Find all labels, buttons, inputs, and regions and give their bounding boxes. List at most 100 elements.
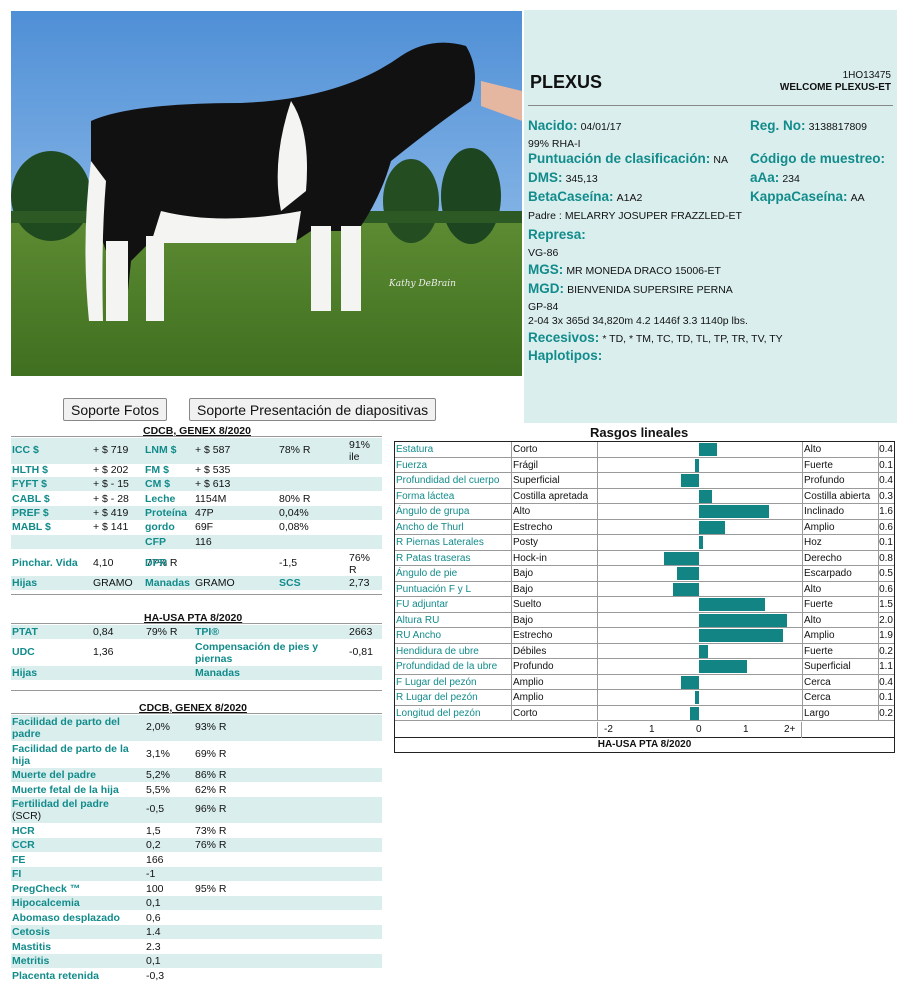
represa-label: Represa: xyxy=(528,227,586,242)
metric-label: FM $ xyxy=(145,464,169,476)
trait-name: FU adjuntar xyxy=(396,599,449,610)
trait-bar xyxy=(699,489,713,503)
linear-traits-chart: Estatura Corto Alto 0.4 Fuerza Frágil Fuerte 0.… xyxy=(394,441,895,753)
trait-value: 0.2 xyxy=(878,705,893,720)
metric-label: CFP xyxy=(145,536,166,548)
metric-value: 1154M xyxy=(195,493,227,505)
photos-button[interactable]: Soporte Fotos xyxy=(63,398,167,421)
metric-extra: 0,08% xyxy=(279,521,309,533)
linear-trait-row: Puntuación F y L Bajo Alto 0.6 xyxy=(395,581,894,597)
linear-trait-row: Profundidad de la ubre Profundo Superficia… xyxy=(395,659,894,675)
trait-high-label: Amplio xyxy=(802,628,878,643)
divider xyxy=(11,713,382,714)
aaa-label: aAa: xyxy=(750,170,780,185)
metric-label: FE xyxy=(12,853,26,866)
trait-name: Ancho de Thurl xyxy=(396,521,464,533)
slideshow-button[interactable]: Soporte Presentación de diapositivas xyxy=(189,398,437,421)
trait-high-label: Alto xyxy=(802,612,878,627)
metric-reliability: 73% R xyxy=(195,824,227,837)
beta-label: BetaCaseína: xyxy=(528,189,614,204)
trait-value: 0.4 xyxy=(878,674,893,689)
linear-traits-title: Rasgos lineales xyxy=(590,425,689,440)
mgd-score: GP-84 xyxy=(528,301,559,313)
reg-value: 3138817809 xyxy=(808,121,867,133)
table-row: HCR 1,5 73% R xyxy=(11,824,382,838)
linear-trait-row: RU Ancho Estrecho Amplio 1.9 xyxy=(395,628,894,644)
metric-percentile: 2,73 xyxy=(349,577,370,589)
trait-low-label: Corto xyxy=(511,705,597,720)
table-row: Pinchar. Vida 4,10 77% R DPR -1,5 76% R xyxy=(11,551,382,576)
trait-low-label: Alto xyxy=(511,504,597,519)
metric-value: 0,1 xyxy=(146,955,161,967)
trait-bar xyxy=(699,505,770,518)
linear-traits-axis: -2 1 0 1 2+ xyxy=(395,722,894,738)
reg-label: Reg. No: xyxy=(750,118,806,133)
axis-tick: -2 xyxy=(604,724,613,735)
table-row: CCR 0,2 76% R xyxy=(11,838,382,852)
trait-bar xyxy=(672,582,699,596)
metric-label: Manadas xyxy=(145,577,190,589)
table-row: Muerte del padre 5,2% 86% R xyxy=(11,768,382,782)
metric-label: PREF $ xyxy=(12,507,49,519)
metric-reliability: 86% R xyxy=(195,769,227,781)
table-row: Facilidad de parto del padre 2,0% 93% R xyxy=(11,715,382,741)
metric-label: CCR xyxy=(12,839,35,851)
trait-bar-cell xyxy=(597,566,802,581)
trait-high-label: Largo xyxy=(802,705,878,720)
trait-name: F Lugar del pezón xyxy=(396,676,477,688)
metric-label: Abomaso desplazado xyxy=(12,911,120,924)
padre-value: MELARRY JOSUPER FRAZZLED-ET xyxy=(564,210,742,222)
metric-reliability: 79% R xyxy=(146,626,178,638)
trait-bar-cell xyxy=(597,705,802,720)
table-row: Hijas Manadas xyxy=(11,666,382,680)
mgs-label: MGS: xyxy=(528,262,564,277)
trait-name: R Piernas Laterales xyxy=(396,537,484,548)
divider xyxy=(11,594,382,595)
table-row: PregCheck ™ 100 95% R xyxy=(11,882,382,896)
trait-bar xyxy=(699,520,726,534)
metric-label: Muerte del padre xyxy=(12,769,97,781)
trait-low-label: Bajo xyxy=(511,566,597,581)
table-row: FI -1 xyxy=(11,867,382,881)
metric-label: Hipocalcemia xyxy=(12,897,80,909)
divider xyxy=(11,690,382,691)
trait-bar xyxy=(699,629,783,642)
metric-value: + $ 202 xyxy=(93,464,129,476)
trait-bar xyxy=(699,660,748,673)
metric-label: Proteína xyxy=(145,507,188,519)
metric-label: Fertilidad del padre xyxy=(12,798,109,810)
metric-label: Placenta retenida xyxy=(12,969,99,982)
trait-bar-cell xyxy=(597,550,802,565)
metric-extra: 0,04% xyxy=(279,507,309,519)
metric-value: + $ 613 xyxy=(195,478,231,490)
trait-name: RU Ancho xyxy=(396,630,442,641)
metric-value: 5,2% xyxy=(146,769,170,781)
metric-extra: -1,5 xyxy=(279,557,298,569)
trait-name: Altura RU xyxy=(396,614,440,626)
table-row: Placenta retenida -0,3 xyxy=(11,969,382,983)
metric-value: + $ 535 xyxy=(195,464,231,476)
trait-high-label: Costilla abierta xyxy=(802,488,878,503)
trait-value: 0.1 xyxy=(878,535,893,550)
metric-label: Muerte fetal de la hija xyxy=(12,783,119,796)
metric-label: hija xyxy=(12,754,31,767)
metric-value: + $ - 15 xyxy=(93,478,129,490)
metric-reliability: 93% R xyxy=(195,721,227,733)
trait-name: Estatura xyxy=(396,444,434,455)
trait-bar xyxy=(699,443,717,456)
photo-watermark: Kathy DeBrain xyxy=(388,279,456,289)
trait-low-label: Estrecho xyxy=(511,519,597,534)
metric-value: 2,0% xyxy=(146,721,170,733)
recesivos-label: Recesivos: xyxy=(528,330,600,345)
trait-bar-cell xyxy=(597,612,802,627)
metric-value: 0,84 xyxy=(93,626,114,638)
metric-label: PTAT xyxy=(12,626,38,638)
trait-low-label: Débiles xyxy=(511,643,597,658)
metric-reliability: 62% R xyxy=(195,783,227,796)
metric-label: Cetosis xyxy=(12,926,50,938)
table-row: Mastitis 2.3 xyxy=(11,940,382,954)
trait-bar xyxy=(681,675,699,689)
trait-value: 0.5 xyxy=(878,566,893,581)
table-row: FE 166 xyxy=(11,853,382,867)
trait-value: 1.6 xyxy=(878,504,893,519)
